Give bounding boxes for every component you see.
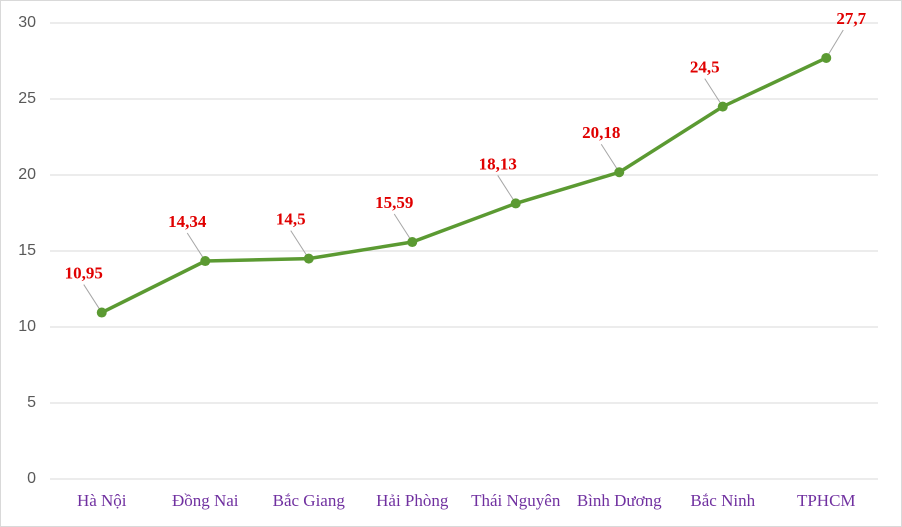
leader-line	[825, 29, 844, 59]
marker	[303, 253, 314, 264]
line	[100, 56, 827, 315]
x-tick-label: Bắc Ninh	[690, 491, 755, 510]
data-label: 15,59	[375, 193, 413, 212]
marker	[821, 52, 832, 63]
leader-line	[83, 284, 103, 313]
leader-line	[600, 143, 620, 173]
marker	[717, 101, 728, 112]
marker	[96, 307, 107, 318]
x-tick-label: Bình Dương	[577, 491, 662, 510]
leader-line	[290, 230, 310, 259]
y-tick-label: 30	[18, 14, 36, 31]
data-label: 14,34	[168, 212, 207, 231]
leader-line	[704, 78, 724, 107]
y-tick-label: 25	[18, 90, 36, 107]
data-label: 20,18	[582, 123, 620, 142]
data-label: 24,5	[690, 58, 720, 77]
data-label: 14,5	[276, 210, 306, 229]
x-tick-label: Bắc Giang	[273, 491, 346, 510]
y-tick-label: 5	[27, 394, 36, 411]
data-label: 10,95	[65, 263, 103, 282]
marker	[407, 237, 418, 248]
marker	[510, 198, 521, 209]
marker	[614, 167, 625, 178]
y-tick-label: 15	[18, 242, 36, 259]
y-tick-label: 0	[27, 470, 36, 487]
x-tick-label: Đồng Nai	[172, 491, 239, 510]
leader-line	[393, 213, 413, 243]
y-tick-label: 20	[18, 166, 36, 183]
x-tick-label: Thái Nguyên	[471, 491, 561, 510]
leader-line	[497, 175, 517, 204]
x-tick-label: Hải Phòng	[376, 491, 449, 510]
marker	[200, 256, 211, 267]
leader-line	[186, 232, 206, 262]
y-tick-label: 10	[18, 318, 36, 335]
x-tick-label: TPHCM	[797, 491, 856, 510]
data-label: 27,7	[836, 9, 866, 28]
data-label: 18,13	[479, 154, 517, 173]
x-tick-label: Hà Nội	[77, 491, 127, 510]
